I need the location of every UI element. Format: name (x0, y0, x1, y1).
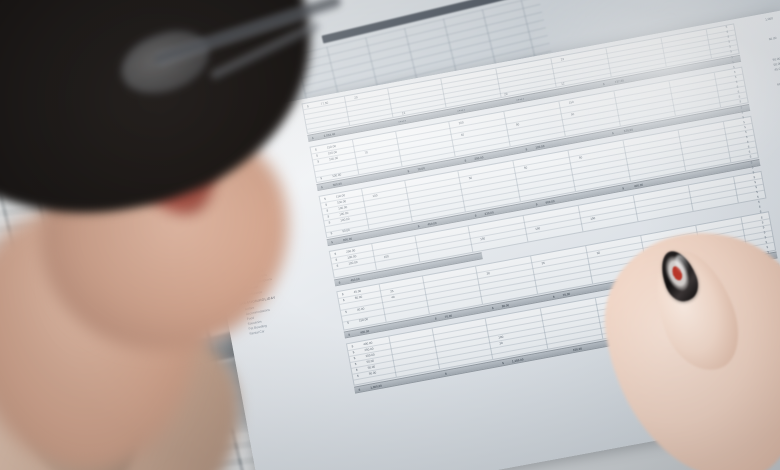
cell-currency: $ (327, 214, 330, 219)
subtotal-currency: $ (407, 169, 410, 174)
cell-currency: $ (315, 153, 319, 158)
cell-currency: $ (336, 263, 339, 268)
subtotal-currency: $ (417, 224, 420, 229)
subtotal-currency: $ (444, 371, 448, 377)
subtotal-currency: $ (348, 332, 351, 338)
cell-currency: $ (324, 202, 328, 207)
cell-currency: $ (342, 297, 345, 303)
cell-currency: $ (328, 220, 331, 225)
cell-currency: $ (355, 367, 358, 373)
subtotal-value: ••••• (457, 108, 466, 114)
cell-currency: $ (352, 350, 355, 355)
subtotal-value: 800.00 (342, 236, 353, 243)
cell-currency: $ (316, 159, 320, 164)
subtotal-currency: $ (338, 280, 341, 286)
subtotal-currency: $ (639, 279, 642, 284)
subtotal-currency: $ (358, 388, 361, 393)
cell-value: 30 (499, 340, 504, 346)
subtotal-value: ••••• (398, 118, 407, 125)
subtotal-currency: $ (611, 131, 615, 136)
cell-value: 40 (460, 132, 465, 137)
cell-currency: $ (353, 356, 356, 361)
cell-value: 12 (560, 81, 565, 87)
subtotal-value: 400.00 (633, 183, 644, 189)
cell-currency: $ (306, 103, 310, 109)
cell-value: 50 (578, 155, 583, 160)
subtotal-value: 500.00 (332, 181, 343, 188)
subtotal-value: 80.00 (501, 303, 510, 309)
cell-value: 30 (486, 271, 491, 276)
cell-currency: $ (330, 231, 333, 236)
subtotal-value: 290.00 (474, 155, 484, 162)
subtotal-value: 100.00 (535, 144, 545, 150)
subtotal-value: 150.00 (572, 346, 583, 353)
subtotal-value: ••••• (516, 97, 525, 103)
cell-value: 50 (570, 112, 575, 117)
subtotal-value: 80.00 (650, 275, 660, 282)
cell-currency: $ (341, 292, 344, 297)
cell-currency: $ (346, 320, 350, 326)
cell-currency: $ (351, 344, 354, 349)
subtotal-value: 230.00 (484, 210, 495, 217)
subtotal-currency: $ (330, 240, 334, 245)
subtotal-value: 1,000.00 (370, 384, 383, 391)
cell-value: 40 (390, 294, 395, 300)
subtotal-value: 2,053.40 (323, 132, 336, 139)
subtotal-currency: $ (501, 361, 505, 366)
cell-currency: $ (335, 257, 338, 262)
subtotal-currency: $ (464, 158, 467, 164)
cell-currency: $ (354, 361, 357, 367)
subtotal-currency: $ (602, 82, 606, 87)
subtotal-currency: $ (434, 316, 437, 322)
subtotal-value: 70.00 (444, 314, 453, 320)
subtotal-value: 450.00 (427, 221, 438, 227)
subtotal-currency: $ (474, 213, 477, 219)
subtotal-value: 450.00 (350, 277, 360, 283)
cell-value: 20 (503, 92, 508, 97)
cell-value: 35 (389, 288, 394, 294)
cell-value: 29 (560, 56, 565, 62)
subtotal-value: 1,150.00 (511, 357, 524, 364)
cell-currency: $ (334, 251, 337, 257)
subtotal-value: 400.00 (359, 329, 370, 336)
cell-value: 13 (401, 111, 406, 116)
cell-currency: $ (356, 373, 360, 378)
cell-value: 50 (468, 175, 473, 181)
cell-value: 50 (515, 122, 520, 127)
cell-value: 30 (596, 250, 601, 256)
cell-currency: $ (314, 147, 318, 152)
cell-currency: $ (326, 208, 329, 213)
cell-currency: $ (320, 176, 323, 181)
subtotal-value: 70.00 (417, 166, 426, 172)
subtotal-currency: $ (535, 202, 538, 207)
cell-value: 29 (353, 94, 358, 100)
cell-currency: $ (344, 309, 348, 315)
subtotal-value: 737.30 (614, 78, 625, 85)
subtotal-value: 70.00 (562, 292, 571, 298)
subtotal-currency: $ (311, 136, 315, 141)
subtotal-currency: $ (491, 306, 495, 311)
subtotal-value: 900.00 (545, 199, 556, 206)
subtotal-currency: $ (552, 295, 555, 300)
cell-value: 50 (523, 165, 528, 171)
cell-value: 70 (364, 150, 369, 155)
subtotal-value: 370.00 (623, 127, 634, 134)
subtotal-currency: $ (525, 147, 528, 152)
cell-currency: $ (323, 196, 327, 201)
subtotal-currency: $ (621, 186, 625, 191)
subtotal-currency: $ (320, 185, 324, 190)
cell-value: 35 (541, 260, 546, 266)
